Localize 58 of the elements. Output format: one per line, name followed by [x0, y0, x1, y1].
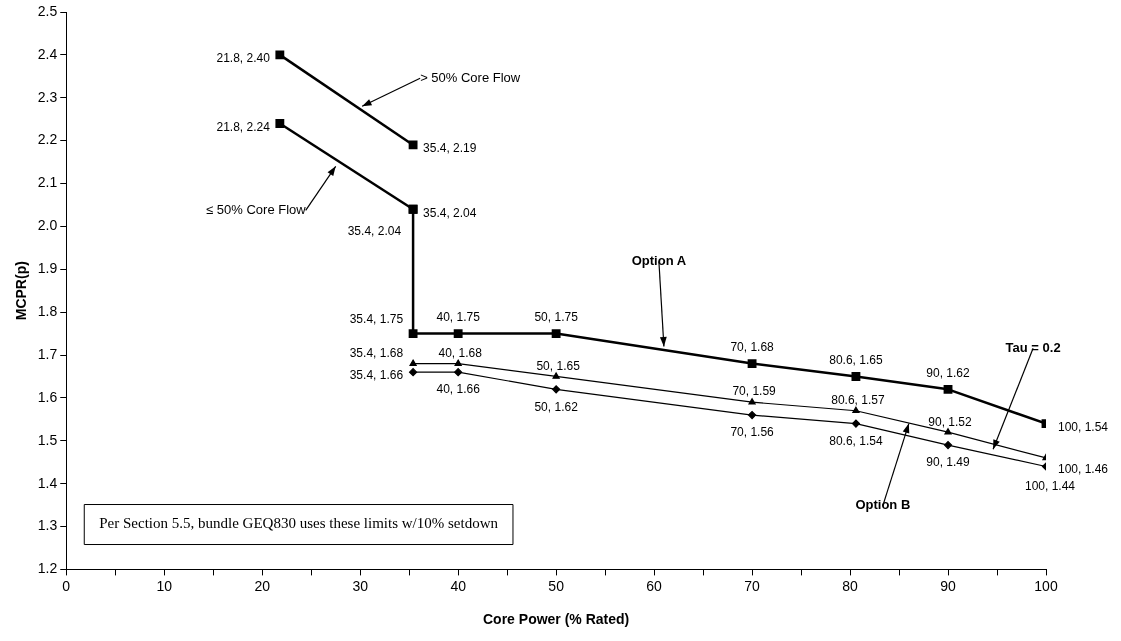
- y-tick-label: 1.5: [37, 431, 58, 448]
- data-label: 40, 1.68: [438, 345, 483, 360]
- data-label: 50, 1.65: [536, 358, 581, 373]
- data-label: 70, 1.59: [732, 384, 777, 399]
- data-label: 21.8, 2.24: [216, 119, 271, 134]
- data-label: 70, 1.56: [730, 425, 775, 440]
- annotation: Option B: [855, 497, 911, 513]
- data-label: 40, 1.75: [436, 309, 481, 324]
- x-tick-label: 50: [548, 577, 565, 594]
- x-tick-label: 100: [1034, 577, 1058, 594]
- x-tick-label: 80: [842, 577, 859, 594]
- data-label: 80.6, 1.54: [829, 433, 883, 448]
- y-tick-label: 1.2: [37, 560, 58, 577]
- data-label: 50, 1.62: [534, 399, 579, 414]
- x-axis-title: Core Power (% Rated): [483, 611, 630, 628]
- y-tick-label: 1.3: [37, 517, 58, 534]
- y-tick-label: 2.0: [37, 217, 58, 234]
- y-tick-label: 1.6: [37, 388, 58, 405]
- y-tick-label: 1.4: [37, 474, 58, 491]
- x-tick-label: 30: [352, 577, 369, 594]
- data-label: 90, 1.52: [928, 414, 973, 429]
- y-axis-title: MCPR(p): [13, 261, 30, 321]
- data-label: 50, 1.75: [534, 309, 579, 324]
- y-tick-label: 2.2: [37, 131, 58, 148]
- annotation: Option A: [631, 253, 687, 269]
- data-label: 35.4, 2.19: [423, 141, 477, 156]
- x-tick-label: 0: [62, 577, 71, 594]
- x-tick-label: 70: [744, 577, 761, 594]
- y-tick-label: 2.5: [37, 2, 58, 19]
- annotation: ≤ 50% Core Flow: [206, 201, 307, 217]
- y-tick-label: 1.7: [37, 345, 58, 362]
- data-label: 35.4, 1.66: [349, 368, 404, 383]
- x-tick-label: 40: [450, 577, 467, 594]
- x-tick-label: 60: [646, 577, 663, 594]
- data-label: 80.6, 1.57: [831, 393, 885, 408]
- x-tick-label: 10: [156, 577, 173, 594]
- annotation: Per Section 5.5, bundle GEQ830 uses these limits w/10% setdown: [99, 515, 499, 532]
- x-tick-label: 90: [940, 577, 957, 594]
- data-label: 100, 1.54: [1058, 419, 1109, 434]
- y-tick-label: 1.9: [37, 260, 58, 277]
- y-tick-label: 2.4: [37, 45, 58, 62]
- data-label: 35.4, 2.04: [423, 205, 477, 220]
- annotation: > 50% Core Flow: [420, 69, 521, 85]
- data-label: 100, 1.44: [1024, 478, 1076, 493]
- data-label: 100, 1.46: [1058, 462, 1109, 477]
- data-label: 35.4, 2.04: [347, 223, 402, 238]
- data-label: 21.8, 2.40: [216, 51, 271, 66]
- data-label: 90, 1.49: [926, 455, 971, 470]
- data-label: 90, 1.62: [926, 365, 971, 380]
- data-label: 70, 1.68: [730, 339, 775, 354]
- data-label: 80.6, 1.65: [829, 352, 883, 367]
- y-tick-label: 1.8: [37, 303, 58, 319]
- data-label: 40, 1.66: [436, 382, 481, 397]
- data-label: 35.4, 1.75: [349, 311, 404, 326]
- y-tick-label: 2.3: [37, 88, 58, 105]
- data-label: 35.4, 1.68: [349, 345, 404, 360]
- y-tick-label: 2.1: [37, 174, 58, 191]
- x-tick-label: 20: [254, 577, 271, 594]
